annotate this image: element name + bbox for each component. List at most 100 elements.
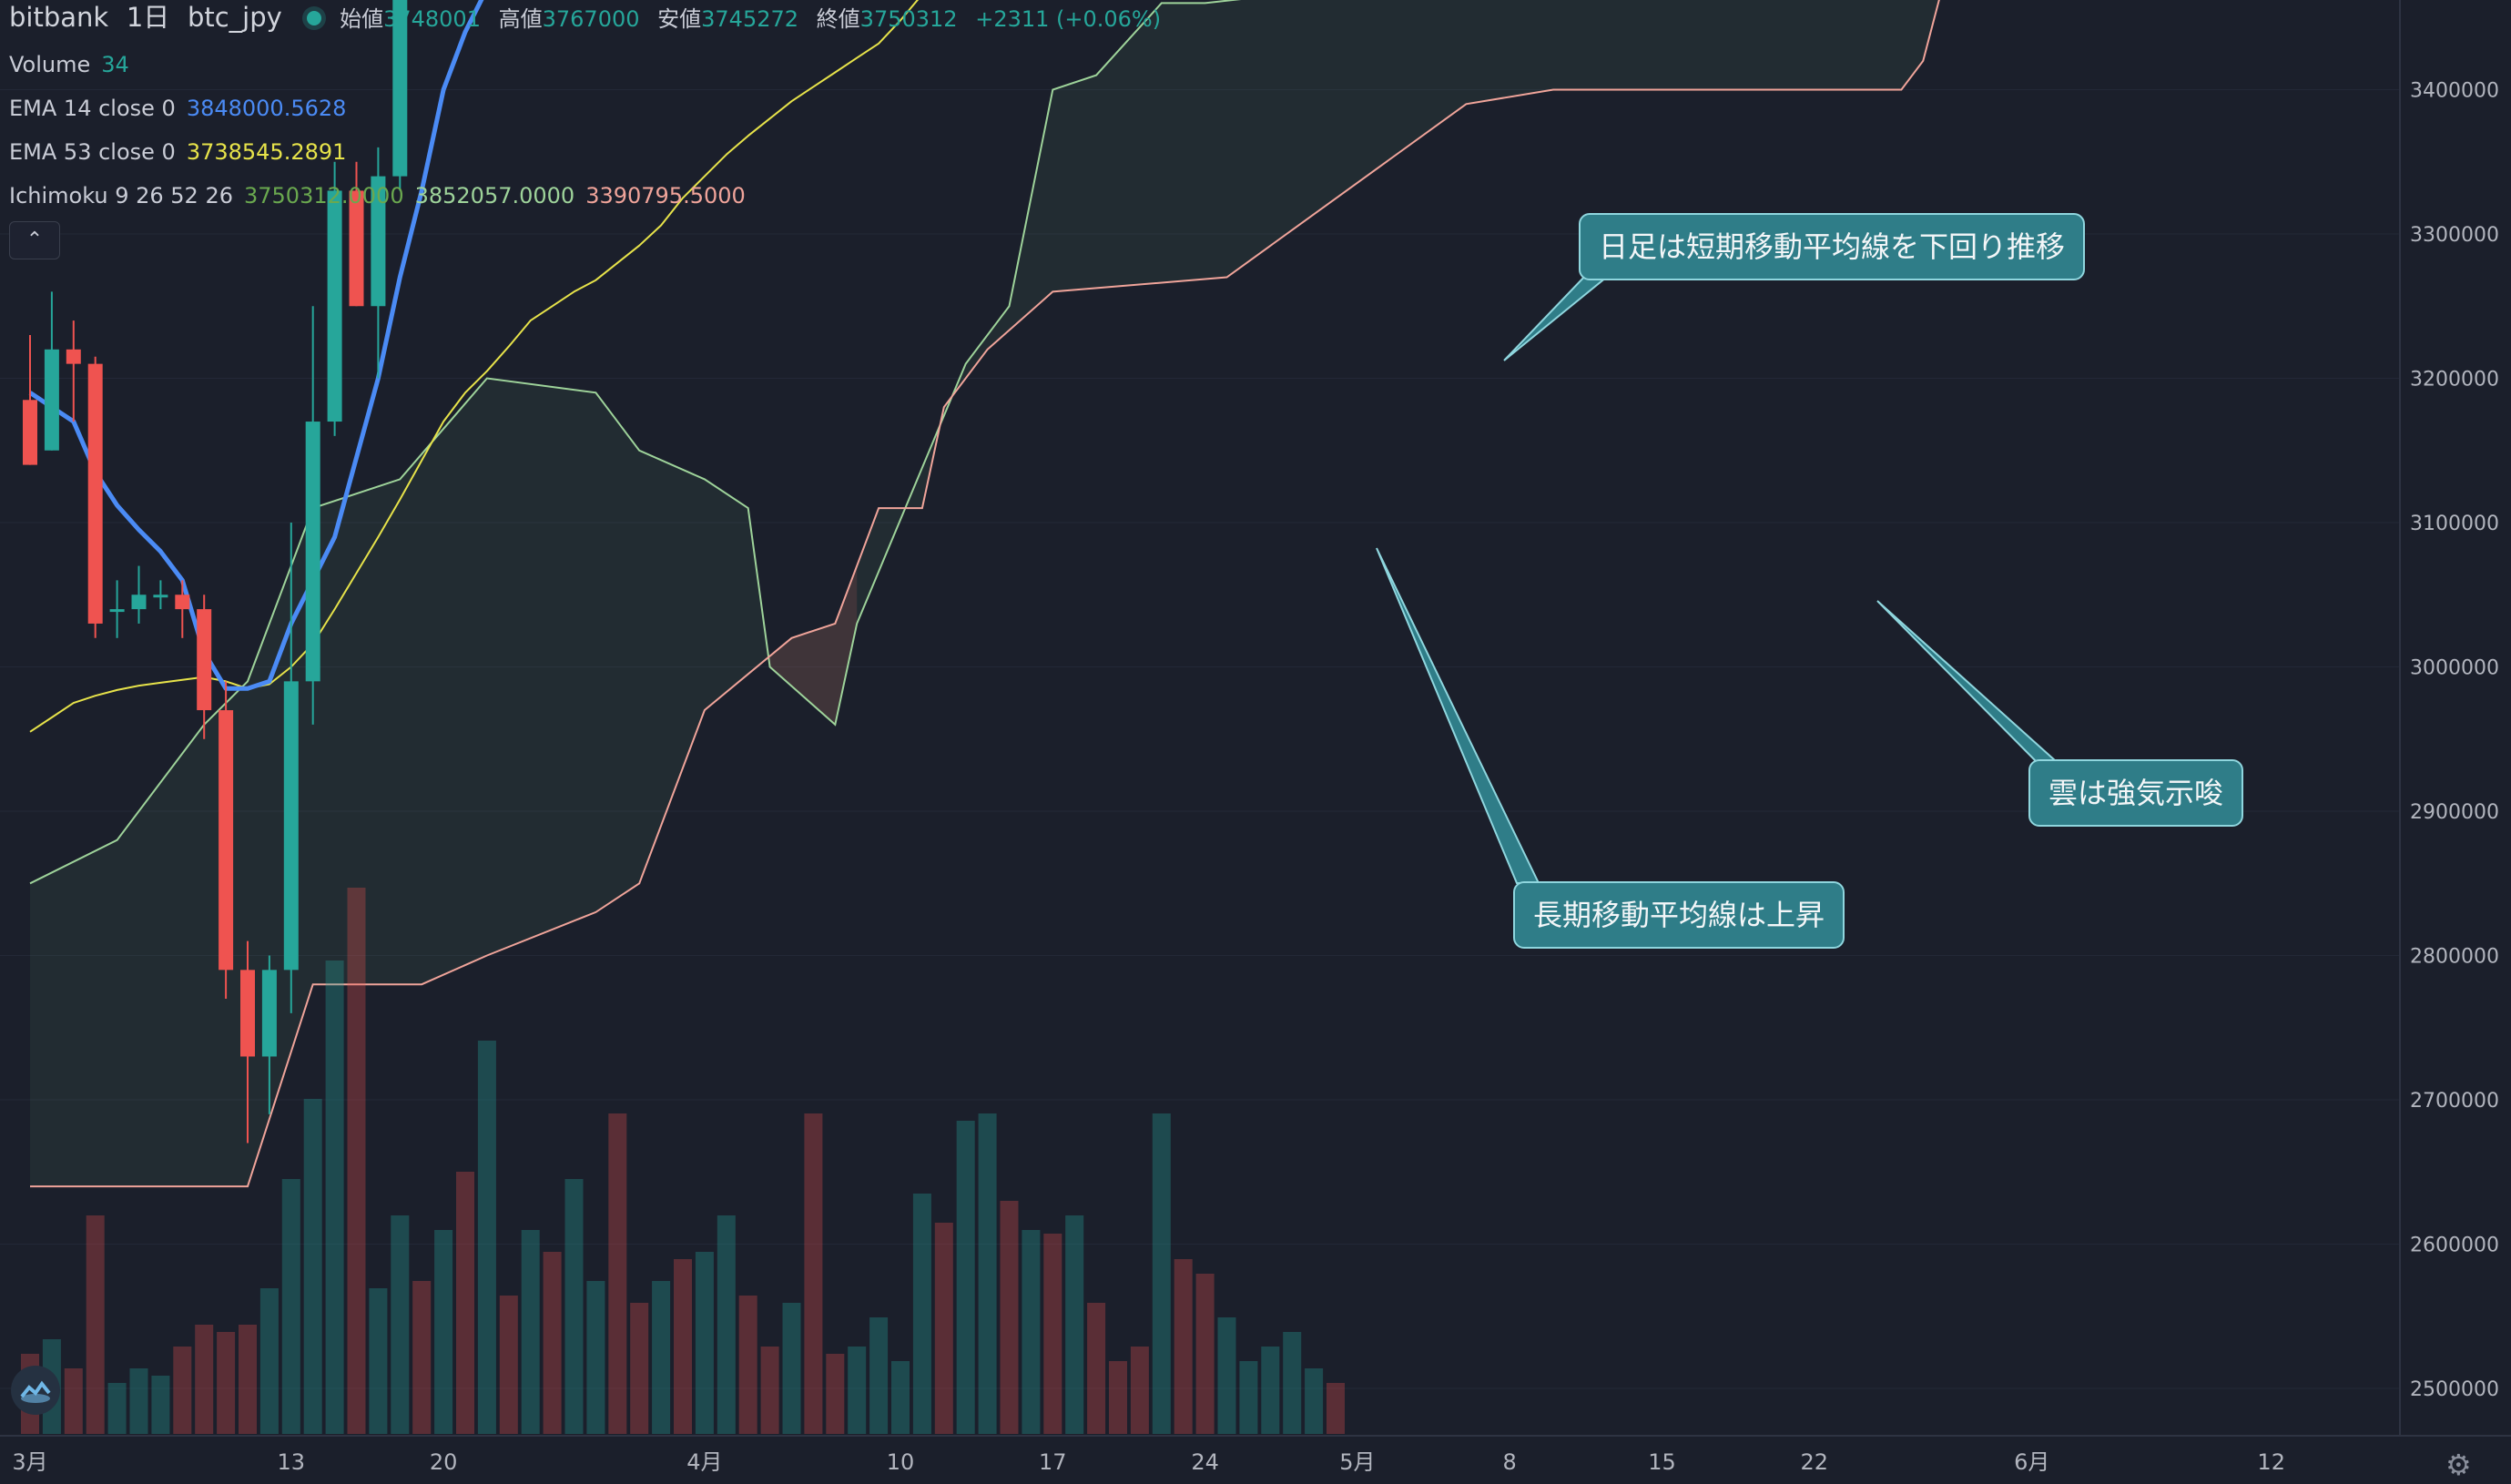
annotation-long-ma[interactable]: 長期移動平均線は上昇 <box>1513 881 1845 949</box>
interval-label[interactable]: 1日 <box>126 2 170 33</box>
volume-bar <box>912 1194 931 1434</box>
time-tick-label: 20 <box>430 1449 458 1475</box>
volume-bar <box>760 1347 779 1434</box>
candle-body <box>109 609 125 613</box>
candle-body <box>44 349 59 451</box>
time-tick-label: 13 <box>278 1449 306 1475</box>
price-tick-label: 2600000 <box>2410 1235 2499 1257</box>
volume-bar <box>499 1296 518 1434</box>
settings-gear-icon[interactable]: ⚙ <box>2445 1448 2472 1482</box>
grid <box>0 89 2400 1389</box>
volume-bar <box>303 1099 322 1434</box>
volume-bar <box>1239 1361 1258 1434</box>
indicator-lines <box>28 0 920 733</box>
symbol-header: bitbank 1日 btc_jpy 始値3748001 高値3767000 安… <box>9 4 1172 33</box>
volume-bar <box>1087 1303 1106 1434</box>
volume-bar <box>456 1172 474 1434</box>
volume-bar <box>1283 1332 1302 1434</box>
leading-span-a-line <box>29 0 1242 885</box>
volume-bar <box>826 1354 845 1434</box>
volume-bar <box>956 1121 975 1434</box>
volume-legend[interactable]: Volume 34 <box>9 52 129 77</box>
volume-bar <box>586 1281 605 1434</box>
candle-body <box>197 609 212 711</box>
candle-body <box>305 422 320 682</box>
candle-body <box>219 710 234 971</box>
time-tick-label: 8 <box>1503 1449 1517 1475</box>
annotation-pointers <box>1376 272 2059 884</box>
volume-bars <box>21 888 1345 1434</box>
volume-bar <box>1109 1361 1127 1434</box>
candle-body <box>66 349 81 364</box>
price-tick-label: 3300000 <box>2410 224 2499 247</box>
volume-bar <box>1327 1383 1345 1434</box>
time-tick-label: 4月 <box>686 1449 722 1475</box>
chevron-up-icon: ⌃ <box>25 229 44 251</box>
ema14-line <box>28 0 484 691</box>
ema53-line <box>29 0 920 733</box>
time-tick-label: 17 <box>1039 1449 1067 1475</box>
pointer-cloud <box>1876 600 2059 762</box>
volume-bar <box>891 1361 910 1434</box>
ichimoku-cloud <box>29 0 1940 1188</box>
time-tick-label: 5月 <box>1339 1449 1375 1475</box>
price-tick-label: 2800000 <box>2410 946 2499 969</box>
volume-bar <box>543 1252 562 1434</box>
open-label: 始値3748001 <box>340 6 481 32</box>
volume-bar <box>652 1281 671 1434</box>
volume-bar <box>804 1113 823 1434</box>
collapse-legend-button[interactable]: ⌃ <box>9 221 60 259</box>
candle-body <box>153 595 168 598</box>
cloud-bear-fill <box>747 508 858 725</box>
time-tick-label: 12 <box>2257 1449 2285 1475</box>
volume-bar <box>717 1215 736 1434</box>
annotation-cloud[interactable]: 雲は強気示唆 <box>2028 759 2244 827</box>
time-tick-label: 15 <box>1648 1449 1676 1475</box>
volume-bar <box>1217 1317 1236 1434</box>
ema14-legend[interactable]: EMA 14 close 0 3848000.5628 <box>9 96 347 121</box>
candle-body <box>392 0 408 177</box>
time-tick-label: 22 <box>1801 1449 1829 1475</box>
candle-body <box>175 595 190 610</box>
candle-body <box>23 400 37 465</box>
ema53-legend[interactable]: EMA 53 close 0 3738545.2891 <box>9 139 347 165</box>
pointer-short-ma <box>1503 272 1614 361</box>
exchange-name: bitbank <box>9 2 109 33</box>
volume-bar <box>259 1288 279 1434</box>
volume-bar <box>674 1259 692 1434</box>
volume-bar <box>869 1317 889 1434</box>
tradingview-logo-icon[interactable] <box>11 1366 60 1415</box>
volume-bar <box>217 1332 236 1434</box>
time-tick-label: 24 <box>1191 1449 1219 1475</box>
volume-bar <box>1043 1234 1062 1434</box>
price-tick-label: 2500000 <box>2410 1378 2499 1401</box>
candle-body <box>349 190 364 307</box>
volume-bar <box>848 1347 867 1434</box>
time-tick-label: 3月 <box>12 1449 47 1475</box>
volume-bar <box>64 1368 83 1434</box>
volume-bar <box>1152 1113 1171 1434</box>
ichimoku-legend[interactable]: Ichimoku 9 26 52 26 3750312.0000 3852057.0… <box>9 183 746 208</box>
volume-bar <box>1130 1347 1149 1434</box>
market-status-icon <box>307 11 322 25</box>
price-tick-label: 2700000 <box>2410 1090 2499 1113</box>
time-tick-label: 6月 <box>2014 1449 2049 1475</box>
volume-bar <box>1065 1215 1084 1434</box>
volume-bar <box>325 961 344 1434</box>
annotation-short-ma[interactable]: 日足は短期移動平均線を下回り推移 <box>1579 213 2086 280</box>
candle-body <box>261 970 277 1057</box>
volume-bar <box>347 888 366 1434</box>
volume-bar <box>934 1223 953 1434</box>
volume-bar <box>477 1041 496 1434</box>
volume-bar <box>107 1383 127 1434</box>
close-label: 終値3750312 <box>816 6 958 32</box>
price-tick-label: 3100000 <box>2410 513 2499 535</box>
volume-bar <box>86 1215 105 1434</box>
volume-bar <box>239 1325 257 1434</box>
high-label: 高値3767000 <box>498 6 640 32</box>
volume-bar <box>1022 1230 1041 1434</box>
symbol-name[interactable]: btc_jpy <box>187 2 282 33</box>
volume-bar <box>782 1303 801 1434</box>
volume-bar <box>1000 1201 1019 1434</box>
